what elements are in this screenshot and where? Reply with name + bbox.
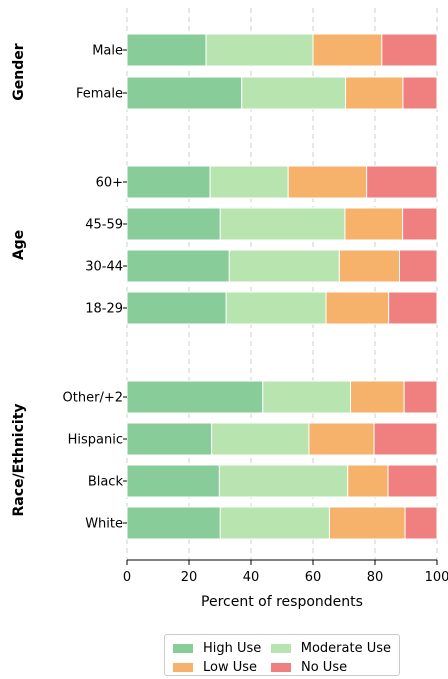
bar-segment-low-use	[347, 464, 389, 498]
y-tick-label: Hispanic	[68, 433, 123, 448]
y-tick-label: Male	[92, 44, 123, 59]
x-tick-label: 80	[367, 570, 384, 585]
bar-segment-moderate-use	[219, 207, 346, 241]
bar-segment-low-use	[345, 76, 404, 110]
bar-segment-moderate-use	[209, 165, 289, 199]
bar-segment-moderate-use	[241, 76, 347, 110]
bar-segment-moderate-use	[219, 506, 330, 540]
bar-segment-low-use	[312, 33, 383, 67]
legend-label-moderate-use: Moderate Use	[300, 641, 391, 656]
bar-segment-low-use	[308, 422, 375, 456]
legend-item-high-use: High Use	[173, 639, 271, 658]
bar-segment-high-use	[126, 207, 221, 241]
bar-segment-no-use	[387, 464, 438, 498]
bar-segment-no-use	[388, 291, 438, 325]
bar-segment-moderate-use	[228, 249, 340, 283]
bar-segment-high-use	[126, 380, 264, 414]
bar-segment-no-use	[366, 165, 438, 199]
x-tick-label: 0	[123, 570, 131, 585]
bar-segment-low-use	[328, 506, 406, 540]
bar-segment-high-use	[126, 291, 227, 325]
bar-segment-low-use	[350, 380, 405, 414]
y-tick-label: Other/+2	[63, 391, 123, 406]
y-tick-label: 30-44	[85, 260, 123, 275]
bar-segment-low-use	[287, 165, 368, 199]
legend-swatch-moderate-use	[271, 644, 291, 653]
x-axis-title: Percent of respondents	[201, 594, 363, 610]
bar-segment-high-use	[126, 464, 220, 498]
y-tick-label: 18-29	[85, 302, 123, 317]
y-tick-label: 45-59	[85, 218, 123, 233]
bar-segment-no-use	[402, 76, 438, 110]
legend-item-low-use: Low Use	[173, 658, 271, 677]
stacked-bar-chart: Male Female Gender 60+ 45-59 30-44 18-29 Age Oth…	[11, 8, 448, 610]
bar-segment-moderate-use	[205, 33, 314, 67]
x-tick-label: 20	[181, 570, 198, 585]
bar-segment-no-use	[403, 380, 438, 414]
legend-swatch-high-use	[173, 644, 193, 653]
bar-segment-low-use	[344, 207, 404, 241]
bar-segment-no-use	[381, 33, 438, 67]
group-label: Race/Ethnicity	[11, 403, 27, 516]
bar-segment-low-use	[325, 291, 390, 325]
y-tick-label: Black	[88, 475, 124, 490]
bar-segment-no-use	[373, 422, 438, 456]
bar-segment-high-use	[126, 165, 211, 199]
bar-segment-low-use	[338, 249, 400, 283]
x-tick-label: 40	[243, 570, 260, 585]
y-tick-label: 60+	[96, 176, 123, 191]
bar-segment-high-use	[126, 33, 207, 67]
y-tick-label: Female	[76, 87, 123, 102]
bar-segment-no-use	[398, 249, 438, 283]
legend-item-no-use: No Use	[271, 658, 391, 677]
y-tick-label: White	[85, 517, 123, 532]
legend-swatch-low-use	[173, 663, 193, 672]
bar-segment-moderate-use	[211, 422, 310, 456]
bar-segment-high-use	[126, 422, 213, 456]
group-label: Gender	[11, 43, 27, 100]
x-tick-label: 60	[305, 570, 322, 585]
legend-item-moderate-use: Moderate Use	[271, 639, 391, 658]
bar-segment-no-use	[404, 506, 438, 540]
legend-label-low-use: Low Use	[203, 660, 258, 675]
bar-segment-moderate-use	[218, 464, 349, 498]
bar-segment-moderate-use	[225, 291, 327, 325]
legend-label-high-use: High Use	[203, 641, 262, 656]
bar-segment-high-use	[126, 506, 221, 540]
legend-swatch-no-use	[271, 663, 291, 672]
legend-label-no-use: No Use	[301, 660, 348, 675]
bar-segment-no-use	[402, 207, 438, 241]
bar-segment-moderate-use	[262, 380, 352, 414]
bar-segment-high-use	[126, 249, 230, 283]
x-tick-label: 100	[425, 570, 448, 585]
group-label: Age	[11, 230, 27, 260]
legend: High Use Moderate Use Low Use No Use	[164, 634, 400, 676]
bar-segment-high-use	[126, 76, 243, 110]
